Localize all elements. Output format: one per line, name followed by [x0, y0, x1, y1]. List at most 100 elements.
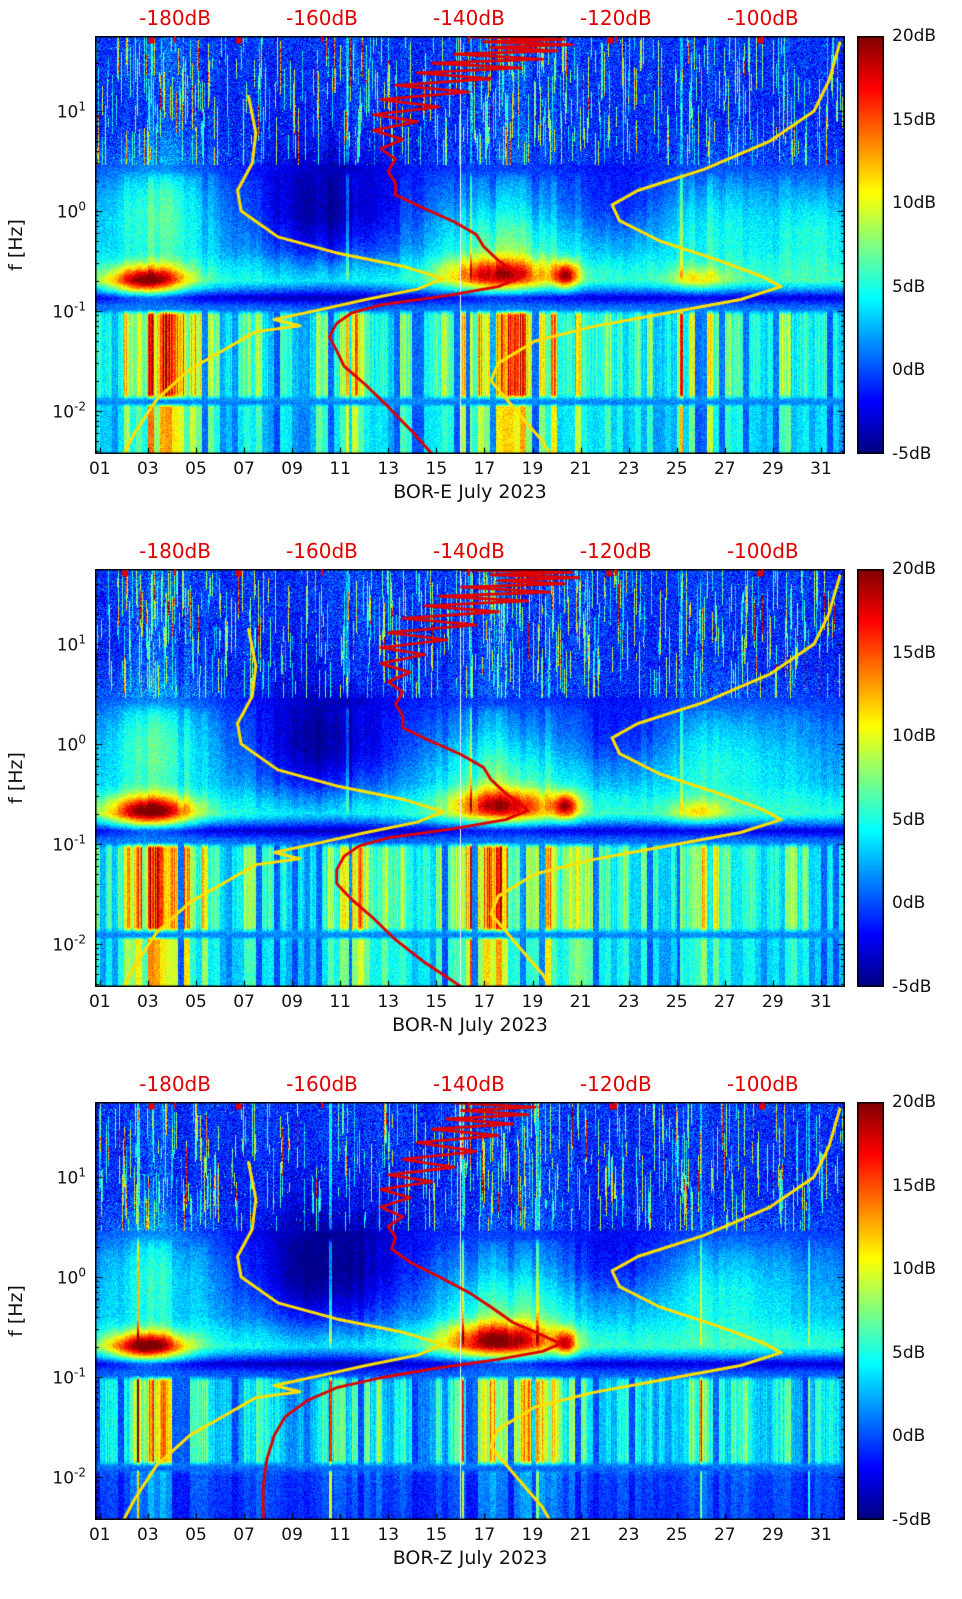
x-tick-label: 29	[762, 992, 784, 1012]
y-tick-base: 10	[52, 1368, 75, 1389]
y-tick-exponent: 0	[78, 732, 86, 747]
x-tick-label: 17	[473, 1525, 496, 1545]
x-tick-label: 19	[521, 459, 544, 479]
colorbar-tick-label: 20dB	[892, 26, 937, 46]
x-tick-label: 19	[521, 992, 544, 1012]
y-axis-label: f [Hz]	[5, 752, 27, 804]
x-tick-label: 29	[762, 1525, 784, 1545]
top-db-label: -120dB	[579, 539, 652, 563]
colorbar-tick-label: -5dB	[892, 977, 932, 997]
top-db-label: -180dB	[139, 1072, 211, 1096]
x-axis-title: BOR-N July 2023	[392, 1014, 548, 1036]
x-tick-label: 03	[137, 1525, 159, 1545]
y-tick-exponent: -1	[74, 299, 86, 314]
y-tick-base: 10	[56, 635, 79, 656]
x-tick-label: 05	[185, 1525, 207, 1545]
x-tick-label: 25	[665, 992, 688, 1012]
colorbar-tick-label: 15dB	[892, 1175, 937, 1196]
colorbar-tick-label: 10dB	[892, 1259, 937, 1280]
y-tick-exponent: -2	[74, 399, 86, 414]
colorbar-tick-label: 10dB	[892, 193, 937, 214]
colorbar-tick-label: 15dB	[892, 642, 937, 663]
x-tick-label: 21	[569, 992, 592, 1012]
colorbar	[857, 1102, 884, 1520]
y-tick-base: 10	[56, 1168, 79, 1189]
y-tick-label: 100	[26, 200, 86, 223]
x-tick-label: 09	[281, 1525, 303, 1545]
x-tick-label: 09	[281, 992, 303, 1012]
y-tick-exponent: -1	[74, 1365, 86, 1380]
y-tick-base: 10	[56, 102, 79, 123]
y-tick-exponent: -1	[74, 832, 86, 847]
colorbar-tick-label: 5dB	[892, 1342, 926, 1363]
x-tick-label: 15	[425, 459, 448, 479]
y-axis-label-text: f [Hz]	[5, 1285, 27, 1337]
x-tick-label: 23	[617, 992, 640, 1012]
y-tick-label: 10-1	[26, 833, 86, 856]
y-tick-label: 100	[26, 1266, 86, 1289]
top-db-label: -100dB	[726, 6, 799, 30]
top-db-label: -180dB	[139, 539, 211, 563]
y-tick-exponent: 1	[78, 632, 86, 647]
y-axis-label: f [Hz]	[5, 1285, 27, 1337]
top-db-label: -140dB	[432, 1072, 505, 1096]
top-db-label: -160dB	[286, 539, 358, 563]
y-tick-base: 10	[56, 735, 79, 756]
x-tick-label: 07	[233, 459, 255, 479]
y-tick-label: 10-2	[26, 400, 86, 423]
y-tick-exponent: 1	[78, 1165, 86, 1180]
y-tick-exponent: -2	[74, 1465, 86, 1480]
x-tick-label: 31	[810, 459, 832, 479]
x-tick-label: 29	[762, 459, 784, 479]
colorbar-tick-label: 0dB	[892, 1426, 926, 1447]
y-tick-base: 10	[56, 202, 79, 223]
x-tick-label: 21	[569, 459, 592, 479]
x-tick-label: 23	[617, 459, 640, 479]
spectrogram-panel: -180dB -160dB -140dB -120dB -100dB f [Hz] 10…	[0, 0, 962, 533]
colorbar-tick-label: 20dB	[892, 559, 937, 579]
top-db-axis: -180dB -160dB -140dB -120dB -100dB	[0, 6, 962, 32]
x-tick-label: 03	[137, 992, 159, 1012]
y-tick-exponent: 0	[78, 199, 86, 214]
x-tick-label: 11	[329, 992, 352, 1012]
x-tick-label: 07	[233, 992, 255, 1012]
colorbar-tick-label: 0dB	[892, 893, 926, 914]
x-tick-label: 25	[665, 459, 688, 479]
x-tick-label: 11	[329, 459, 352, 479]
top-db-label: -140dB	[432, 6, 505, 30]
colorbar	[857, 36, 884, 454]
y-tick-base: 10	[52, 1468, 75, 1489]
x-tick-label: 27	[713, 992, 736, 1012]
x-tick-label: 17	[473, 459, 496, 479]
x-tick-label: 05	[185, 459, 207, 479]
x-tick-label: 01	[88, 1525, 111, 1545]
x-tick-label: 15	[425, 992, 448, 1012]
y-tick-base: 10	[56, 1268, 79, 1289]
spectrogram-canvas	[95, 1102, 845, 1520]
spectrogram-canvas	[95, 36, 845, 454]
y-axis-label: f [Hz]	[5, 219, 27, 271]
colorbar-tick-label: 5dB	[892, 809, 926, 830]
y-tick-base: 10	[52, 402, 75, 423]
colorbar-tick-label: -5dB	[892, 1510, 932, 1530]
x-tick-label: 03	[137, 459, 159, 479]
x-tick-label: 27	[713, 1525, 736, 1545]
x-tick-label: 25	[665, 1525, 688, 1545]
y-tick-exponent: 1	[78, 99, 86, 114]
x-tick-label: 27	[713, 459, 736, 479]
y-tick-label: 10-1	[26, 1366, 86, 1389]
x-tick-label: 09	[281, 459, 303, 479]
x-tick-label: 31	[810, 992, 832, 1012]
colorbar	[857, 569, 884, 987]
y-tick-label: 10-2	[26, 1466, 86, 1489]
top-db-axis: -180dB -160dB -140dB -120dB -100dB	[0, 1072, 962, 1098]
x-tick-label: 13	[377, 992, 400, 1012]
y-tick-label: 10-1	[26, 300, 86, 323]
x-tick-label: 21	[569, 1525, 592, 1545]
x-axis-title: BOR-E July 2023	[393, 481, 547, 503]
x-tick-label: 17	[473, 992, 496, 1012]
y-tick-base: 10	[52, 835, 75, 856]
x-tick-label: 05	[185, 992, 207, 1012]
x-tick-label: 01	[88, 459, 111, 479]
x-axis-title: BOR-Z July 2023	[392, 1547, 548, 1569]
